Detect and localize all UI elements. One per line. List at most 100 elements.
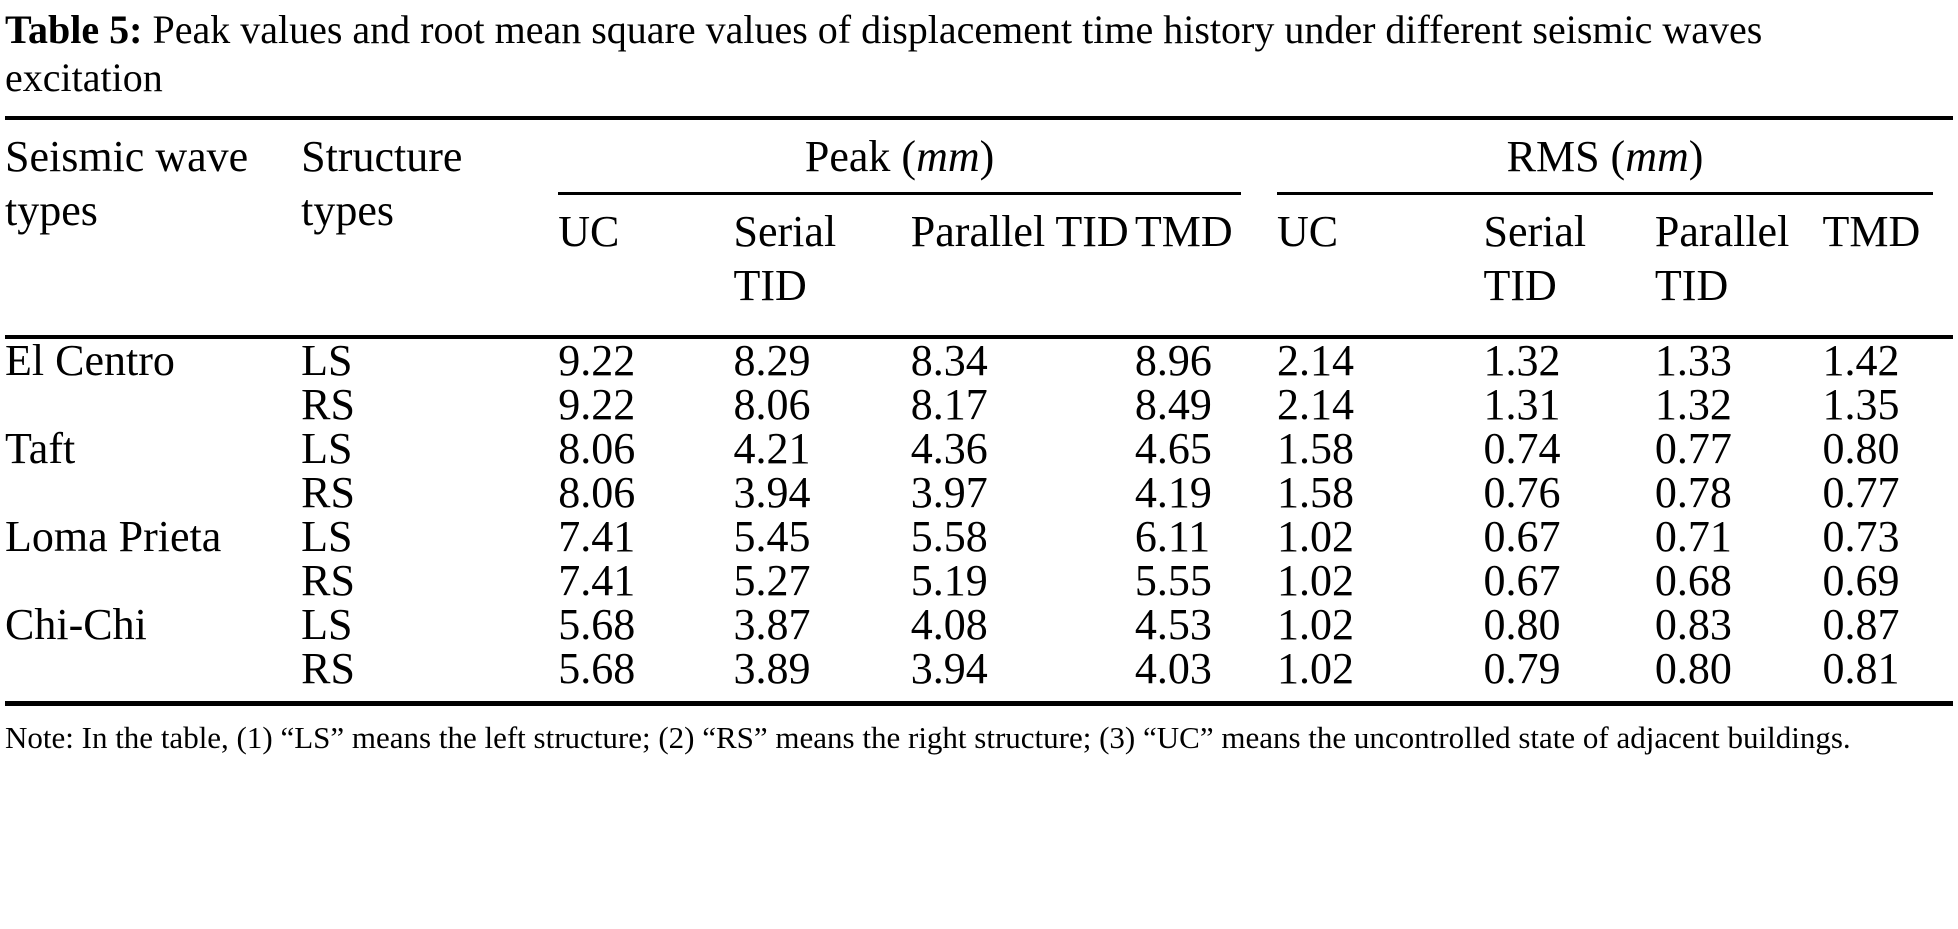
cell-rms-tmd: 0.87 xyxy=(1822,600,1900,649)
cell-peak-tmd: 4.53 xyxy=(1134,600,1212,649)
cell-peak-tmd: 8.49 xyxy=(1134,380,1212,429)
cell-peak-serial-tid: 3.87 xyxy=(733,600,811,649)
cell-structure: RS xyxy=(301,468,355,517)
cell-structure: RS xyxy=(301,647,559,706)
cell-peak-tmd: 4.19 xyxy=(1134,468,1212,517)
table-row: RS 8.06 3.94 3.97 4.19 1.58 0.76 0.78 0.… xyxy=(5,471,1953,515)
cell-peak-serial-tid: 3.89 xyxy=(733,647,911,706)
cell-rms-parallel-tid: 0.78 xyxy=(1654,468,1732,517)
table-row: RS 5.68 3.89 3.94 4.03 1.02 0.79 0.80 0.… xyxy=(5,647,1953,706)
cell-rms-serial-tid: 0.76 xyxy=(1483,468,1561,517)
cell-rms-tmd: 1.35 xyxy=(1822,380,1900,429)
cell-structure: LS xyxy=(301,600,353,649)
cell-wave: Chi-Chi xyxy=(5,600,147,649)
cell-wave xyxy=(5,383,301,427)
cell-rms-uc: 1.02 xyxy=(1277,512,1355,561)
table-row: Taft LS 8.06 4.21 4.36 4.65 1.58 0.74 0.… xyxy=(5,427,1953,471)
table-caption-label: Table 5: xyxy=(5,7,143,52)
peak-label-pre: Peak ( xyxy=(804,132,917,181)
cell-rms-parallel-tid: 1.33 xyxy=(1654,336,1732,385)
cell-rms-uc: 2.14 xyxy=(1277,336,1355,385)
cell-peak-uc: 9.22 xyxy=(558,336,636,385)
cell-peak-serial-tid: 8.29 xyxy=(733,336,811,385)
cell-peak-serial-tid: 5.45 xyxy=(733,512,811,561)
cell-rms-uc: 2.14 xyxy=(1277,380,1355,429)
cell-peak-tmd: 8.96 xyxy=(1134,336,1212,385)
cell-peak-parallel-tid: 5.19 xyxy=(910,556,988,605)
cell-wave: El Centro xyxy=(5,336,175,385)
cell-rms-tmd: 1.42 xyxy=(1822,336,1900,385)
cell-structure: LS xyxy=(301,424,353,473)
col-header-peak-tmd: TMD xyxy=(1134,195,1278,339)
group-header-rms-label: RMS (mm) xyxy=(1277,130,1933,195)
col-header-rms-parallel-tid: Parallel TID xyxy=(1654,195,1823,339)
cell-rms-uc: 1.02 xyxy=(1277,600,1355,649)
col-header-peak-serial-tid: Serial TID xyxy=(733,195,911,339)
col-header-peak-uc: UC xyxy=(558,195,734,339)
cell-wave: Taft xyxy=(5,424,76,473)
group-header-peak-label: Peak (mm) xyxy=(558,130,1242,195)
group-header-peak: Peak (mm) xyxy=(558,116,1278,195)
table-row: RS 9.22 8.06 8.17 8.49 2.14 1.31 1.32 1.… xyxy=(5,383,1953,427)
cell-structure: LS xyxy=(301,512,353,561)
cell-peak-tmd: 4.65 xyxy=(1134,424,1212,473)
cell-peak-serial-tid: 5.27 xyxy=(733,556,811,605)
cell-structure: RS xyxy=(301,556,355,605)
cell-rms-serial-tid: 0.80 xyxy=(1483,600,1561,649)
header-sub-row: UC Serial TID Parallel TID TMD UC Serial… xyxy=(5,195,1953,339)
table-row: El Centro LS 9.22 8.29 8.34 8.96 2.14 1.… xyxy=(5,337,1953,383)
cell-peak-uc: 8.06 xyxy=(558,424,636,473)
col-header-peak-parallel-tid: Parallel TID xyxy=(910,195,1135,339)
cell-rms-serial-tid: 1.31 xyxy=(1483,380,1561,429)
rms-label-pre: RMS ( xyxy=(1506,132,1626,181)
cell-rms-parallel-tid: 0.80 xyxy=(1654,647,1823,706)
peak-label-post: ) xyxy=(979,132,995,181)
cell-wave xyxy=(5,471,301,515)
col-header-rms-tmd: TMD xyxy=(1822,195,1953,339)
cell-peak-tmd: 5.55 xyxy=(1134,556,1212,605)
cell-rms-serial-tid: 0.67 xyxy=(1483,512,1561,561)
cell-rms-serial-tid: 0.74 xyxy=(1483,424,1561,473)
cell-rms-parallel-tid: 0.68 xyxy=(1654,556,1732,605)
cell-rms-parallel-tid: 0.71 xyxy=(1654,512,1732,561)
cell-peak-serial-tid: 4.21 xyxy=(733,424,811,473)
cell-rms-uc: 1.58 xyxy=(1277,424,1355,473)
peak-unit: mm xyxy=(916,132,980,181)
cell-wave xyxy=(5,647,302,706)
cell-rms-parallel-tid: 0.83 xyxy=(1654,600,1732,649)
cell-peak-uc: 7.41 xyxy=(558,512,636,561)
cell-rms-serial-tid: 0.67 xyxy=(1483,556,1561,605)
cell-rms-uc: 1.58 xyxy=(1277,468,1355,517)
table-row: Loma Prieta LS 7.41 5.45 5.58 6.11 1.02 … xyxy=(5,515,1953,559)
table-caption: Table 5: Peak values and root mean squar… xyxy=(5,6,1895,102)
table-footnote: Note: In the table, (1) “LS” means the l… xyxy=(5,720,1851,755)
cell-peak-uc: 7.41 xyxy=(558,556,636,605)
cell-rms-uc: 1.02 xyxy=(1277,556,1355,605)
cell-peak-tmd: 6.11 xyxy=(1134,512,1211,561)
col-header-structure-types: Structure types xyxy=(301,116,559,339)
data-table: Seismic wave types Structure types Peak … xyxy=(5,116,1953,706)
cell-wave xyxy=(5,559,301,603)
col-header-rms-serial-tid: Serial TID xyxy=(1483,195,1655,339)
cell-peak-uc: 5.68 xyxy=(558,647,734,706)
cell-rms-parallel-tid: 1.32 xyxy=(1654,380,1732,429)
cell-structure: LS xyxy=(301,336,353,385)
cell-rms-serial-tid: 1.32 xyxy=(1483,336,1561,385)
col-header-seismic-wave-types: Seismic wave types xyxy=(5,116,302,339)
header-group-row: Seismic wave types Structure types Peak … xyxy=(5,116,1953,339)
cell-peak-uc: 9.22 xyxy=(558,380,636,429)
cell-rms-parallel-tid: 0.77 xyxy=(1654,424,1732,473)
cell-peak-parallel-tid: 8.34 xyxy=(910,336,988,385)
cell-rms-tmd: 0.80 xyxy=(1822,424,1900,473)
cell-rms-tmd: 0.81 xyxy=(1822,647,1953,706)
cell-peak-serial-tid: 3.94 xyxy=(733,468,811,517)
cell-peak-parallel-tid: 3.97 xyxy=(910,468,988,517)
cell-structure: RS xyxy=(301,380,355,429)
cell-peak-parallel-tid: 3.94 xyxy=(910,647,1135,706)
table-row: Chi-Chi LS 5.68 3.87 4.08 4.53 1.02 0.80… xyxy=(5,603,1953,647)
col-header-rms-uc: UC xyxy=(1277,195,1484,339)
cell-peak-uc: 5.68 xyxy=(558,600,636,649)
cell-rms-tmd: 0.69 xyxy=(1822,556,1900,605)
cell-peak-uc: 8.06 xyxy=(558,468,636,517)
